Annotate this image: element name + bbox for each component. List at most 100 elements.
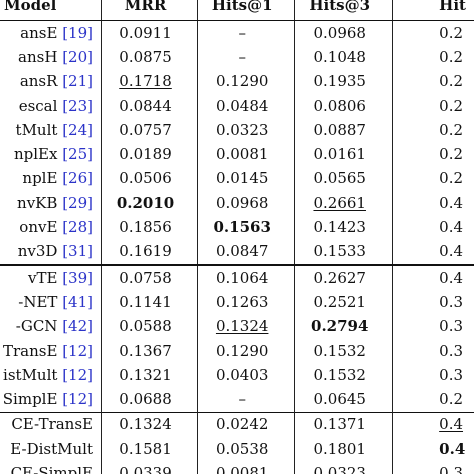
hits10-cell: 0.3 — [439, 317, 464, 336]
model-cell: CE-SimplE — [0, 461, 102, 474]
model-name: nplEx — [13, 145, 58, 164]
model-cell: vTE [39] — [0, 263, 102, 291]
second-best-mark: 0.4 — [439, 415, 464, 434]
hits1-cell: 0.1324 — [197, 314, 296, 339]
model-cell: nv3D [31] — [0, 239, 102, 265]
hits3-cell: 0.1935 — [294, 69, 394, 94]
mrr-cell: 0.0844 — [101, 93, 199, 119]
model-name: E-DistMult — [10, 439, 93, 458]
model-cell: nvKB [29] — [0, 191, 102, 216]
model-cell: istMult [12] — [0, 363, 102, 388]
mrr-cell: 0.1321 — [101, 363, 199, 388]
mrr-cell: 0.1856 — [101, 215, 199, 240]
model-cell: SimplE [12] — [0, 387, 102, 413]
header-row: Model MRR Hits@1 Hits@3 Hit — [0, 0, 474, 21]
hits3-cell: 0.0806 — [294, 93, 394, 119]
table-row: escal [23] 0.0844 0.0484 0.0806 0.2 — [0, 93, 474, 119]
table-row: vTE [39] 0.0758 0.1064 0.2627 0.4 — [0, 263, 474, 291]
citation-link[interactable]: [39] — [62, 268, 93, 287]
table-row: onvE [28] 0.1856 0.1563 0.1423 0.4 — [0, 215, 474, 240]
model-name: ansE — [20, 23, 58, 42]
hits1-cell: 0.1064 — [197, 263, 296, 291]
mrr-cell: 0.0688 — [101, 387, 199, 413]
citation-link[interactable]: [12] — [62, 390, 93, 409]
model-cell: CE-TransE — [0, 411, 102, 438]
citation-link[interactable]: [41] — [62, 292, 93, 311]
hits1-cell: 0.1563 — [197, 215, 296, 240]
model-cell: E-DistMult — [0, 437, 102, 462]
mrr-cell: 0.1324 — [101, 411, 199, 438]
hits3-cell: 0.1423 — [294, 215, 394, 240]
citation-link[interactable]: [42] — [62, 317, 93, 336]
hits1-cell: 0.0403 — [197, 363, 296, 388]
citation-link[interactable]: [20] — [62, 47, 93, 66]
hits3-cell: 0.2794 — [294, 314, 394, 339]
model-cell: onvE [28] — [0, 215, 102, 240]
model-name: ansH — [18, 47, 58, 66]
header-hits1: Hits@1 — [197, 0, 296, 21]
citation-link[interactable]: [29] — [62, 193, 93, 212]
table-row: nplE [26] 0.0506 0.0145 0.0565 0.2 — [0, 166, 474, 192]
table-row: CE-TransE 0.1324 0.0242 0.1371 0.4 — [0, 411, 474, 438]
hits10-cell: 0.2 — [439, 47, 464, 66]
citation-link[interactable]: [12] — [62, 341, 93, 360]
header-model: Model — [0, 0, 102, 21]
best-mark: 0.2794 — [311, 317, 369, 336]
model-name: SimplE — [2, 390, 58, 409]
mrr-cell: 0.1718 — [101, 69, 199, 94]
table-row: nplEx [25] 0.0189 0.0081 0.0161 0.2 — [0, 142, 474, 167]
table-row: SimplE [12] 0.0688 – 0.0645 0.2 — [0, 387, 474, 413]
table-row: CE-SimplE 0.0339 0.0081 0.0323 0.3 — [0, 461, 474, 474]
citation-link[interactable]: [23] — [62, 96, 93, 115]
citation-link[interactable]: [25] — [62, 145, 93, 164]
hits1-cell: 0.0145 — [197, 166, 296, 192]
citation-link[interactable]: [26] — [62, 169, 93, 188]
hits1-cell: 0.0323 — [197, 118, 296, 143]
hits10-cell: 0.2 — [439, 145, 464, 164]
hits3-cell: 0.1532 — [294, 363, 394, 388]
mrr-cell: 0.0506 — [101, 166, 199, 192]
citation-link[interactable]: [24] — [62, 120, 93, 139]
hits1-cell: – — [197, 387, 296, 413]
hits3-cell: 0.0565 — [294, 166, 394, 192]
hits10-cell: 0.3 — [439, 463, 464, 474]
hits1-cell: 0.1290 — [197, 69, 296, 94]
mrr-cell: 0.0757 — [101, 118, 199, 143]
model-cell: ansR [21] — [0, 69, 102, 94]
hits1-cell: 0.0847 — [197, 239, 296, 265]
table-row: nvKB [29] 0.2010 0.0968 0.2661 0.4 — [0, 191, 474, 216]
model-cell: -GCN [42] — [0, 314, 102, 339]
citation-link[interactable]: [19] — [62, 23, 93, 42]
hits10-cell: 0.2 — [439, 390, 464, 409]
citation-link[interactable]: [28] — [62, 218, 93, 237]
hits10-cell: 0.4 — [439, 218, 464, 237]
table-row: ansH [20] 0.0875 – 0.1048 0.2 — [0, 45, 474, 70]
mrr-cell: 0.1367 — [101, 338, 199, 364]
model-name: CE-TransE — [11, 415, 93, 434]
best-mark: 0.2010 — [116, 193, 175, 212]
model-name: CE-SimplE — [10, 463, 93, 474]
table-row: ansE [19] 0.0911 – 0.0968 0.2 — [0, 20, 474, 46]
hits1-cell: 0.0242 — [197, 411, 296, 438]
citation-link[interactable]: [21] — [62, 72, 93, 91]
hits10-cell: 0.4 — [439, 193, 464, 212]
mrr-cell: 0.0911 — [101, 20, 199, 46]
model-cell: ansH [20] — [0, 45, 102, 70]
header-hits10: Hit — [392, 0, 474, 21]
hits3-cell: 0.1048 — [294, 45, 394, 70]
hits3-cell: 0.1801 — [294, 437, 394, 462]
second-best-mark: 0.1324 — [215, 317, 269, 336]
hits3-cell: 0.0887 — [294, 118, 394, 143]
hits10-cell: 0.4 — [393, 437, 474, 461]
citation-link[interactable]: [31] — [62, 242, 93, 261]
model-name: nv3D — [17, 242, 58, 261]
hits3-cell: 0.0323 — [294, 461, 394, 474]
mrr-cell: 0.2010 — [101, 191, 199, 216]
model-name: -NET — [18, 292, 58, 311]
table-row: istMult [12] 0.1321 0.0403 0.1532 0.3 — [0, 363, 474, 388]
model-name: tMult — [15, 120, 58, 139]
citation-link[interactable]: [12] — [62, 365, 93, 384]
mrr-cell: 0.0588 — [101, 314, 199, 339]
